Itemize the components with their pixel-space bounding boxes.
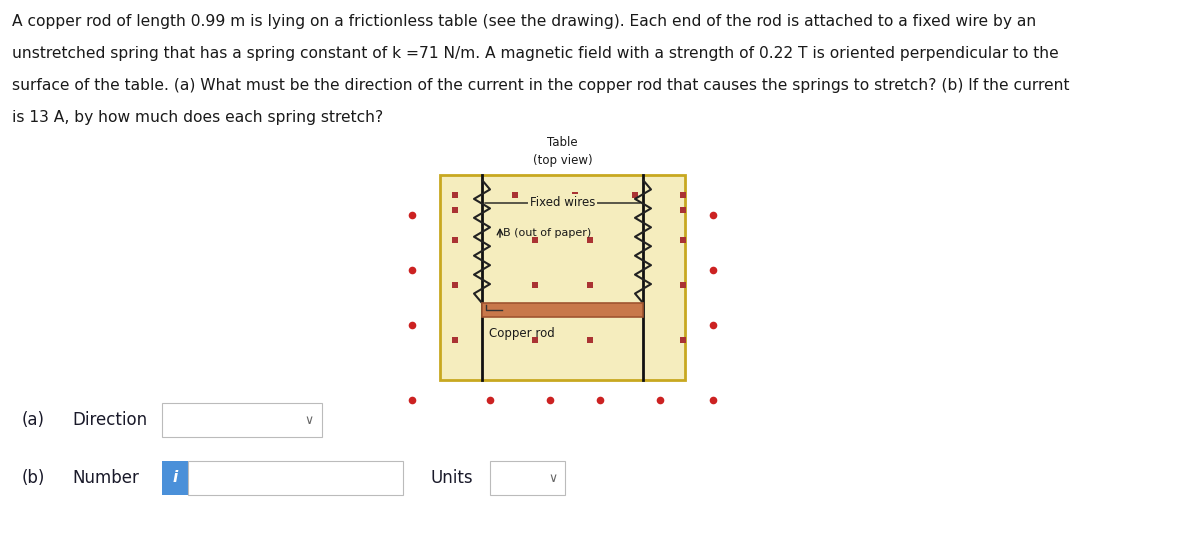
FancyBboxPatch shape [162, 461, 188, 495]
Text: Direction: Direction [72, 411, 148, 429]
Bar [482, 303, 643, 317]
Text: surface of the table. (a) What must be the direction of the current in the coppe: surface of the table. (a) What must be t… [12, 78, 1069, 93]
Text: (b): (b) [22, 469, 46, 487]
Text: unstretched spring that has a spring constant of k =71 N/m. A magnetic field wit: unstretched spring that has a spring con… [12, 46, 1058, 61]
FancyBboxPatch shape [490, 461, 565, 495]
FancyBboxPatch shape [162, 403, 322, 437]
Text: Table
(top view): Table (top view) [533, 136, 593, 167]
Bar [440, 175, 685, 380]
Text: Copper rod: Copper rod [490, 327, 554, 340]
Text: ∨: ∨ [305, 413, 314, 426]
Text: (a): (a) [22, 411, 46, 429]
FancyBboxPatch shape [188, 461, 403, 495]
Text: i: i [173, 471, 178, 485]
Text: Fixed wires: Fixed wires [530, 196, 595, 209]
Text: A copper rod of length 0.99 m is lying on a frictionless table (see the drawing): A copper rod of length 0.99 m is lying o… [12, 14, 1037, 29]
Text: ∨: ∨ [548, 472, 558, 485]
Text: B (out of paper): B (out of paper) [503, 228, 592, 238]
Text: Units: Units [430, 469, 473, 487]
Text: is 13 A, by how much does each spring stretch?: is 13 A, by how much does each spring st… [12, 110, 383, 125]
Text: Number: Number [72, 469, 139, 487]
